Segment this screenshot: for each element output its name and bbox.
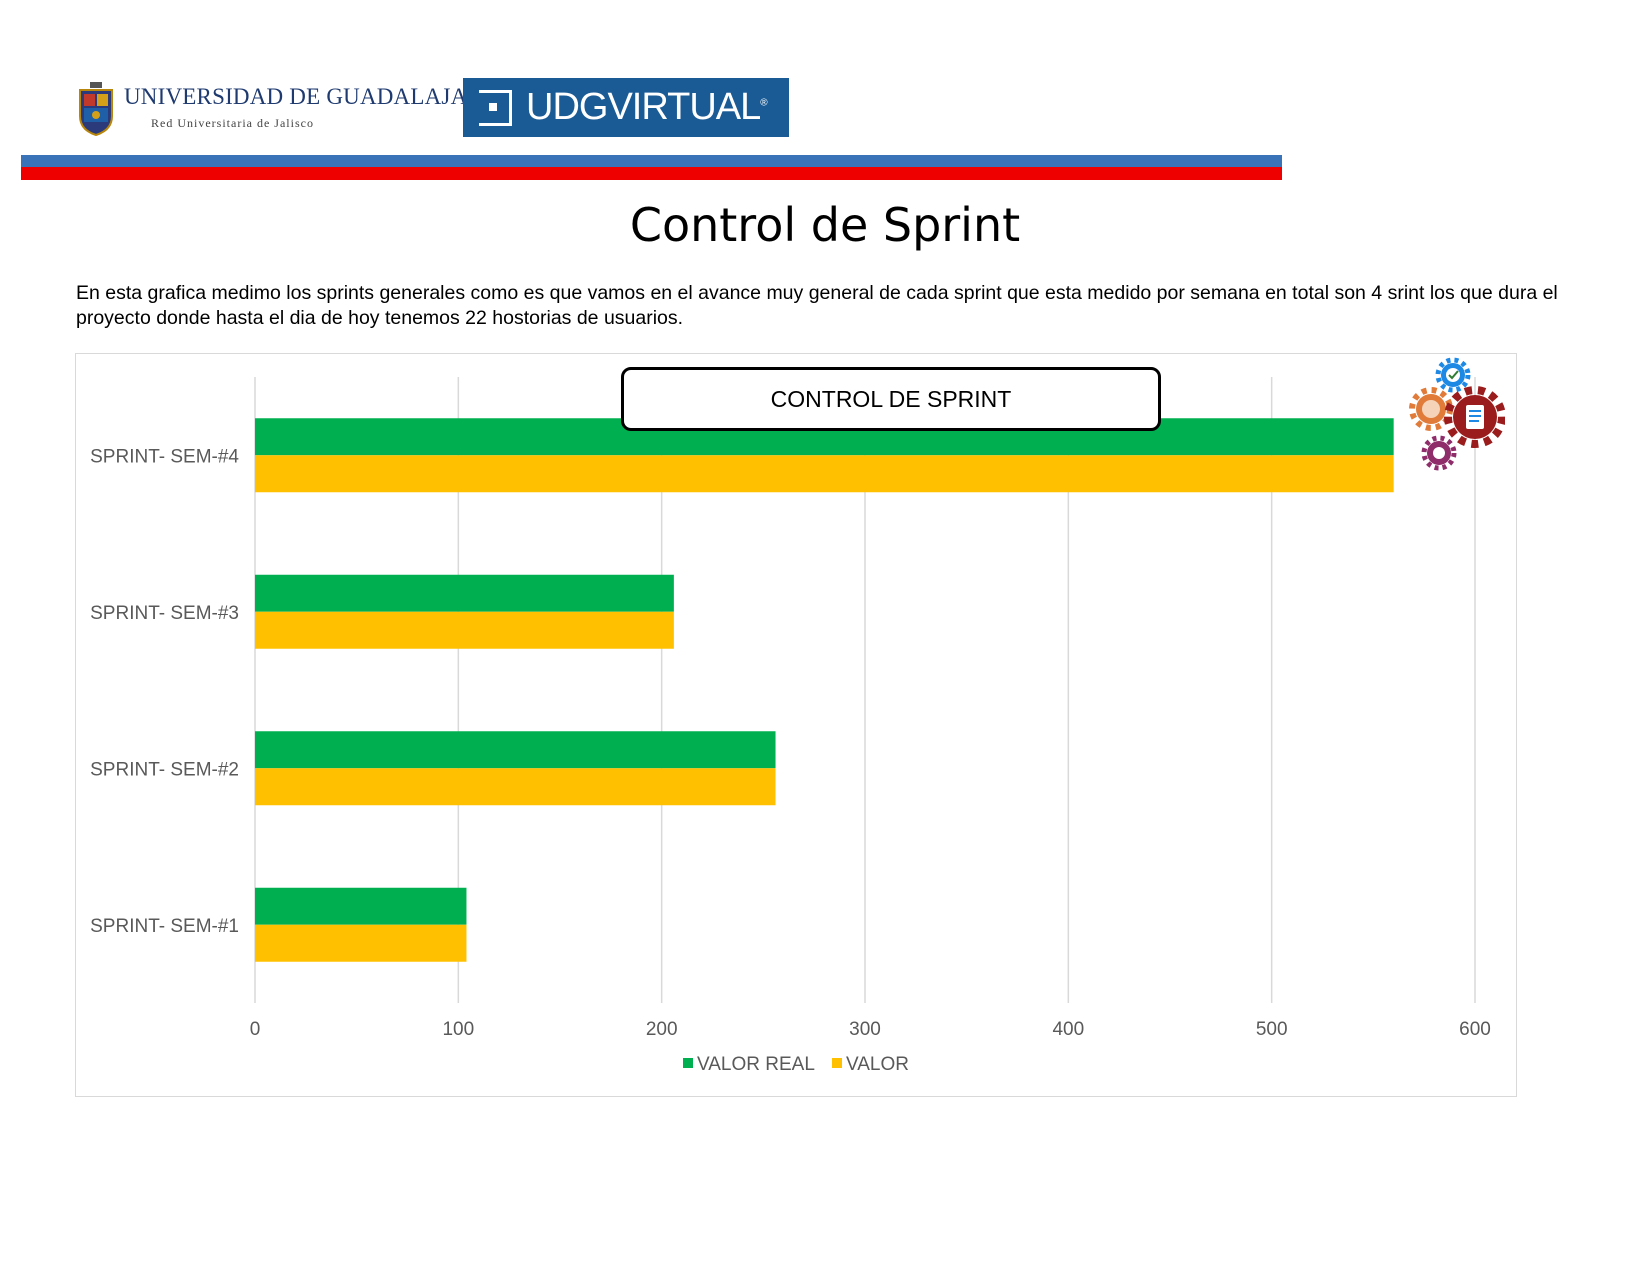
legend-label: VALOR REAL	[697, 1054, 815, 1075]
x-tick-label: 200	[646, 1019, 678, 1040]
gears-icon	[1409, 357, 1505, 471]
gear-purple-icon	[1421, 435, 1457, 471]
udg-subtitle: Red Universitaria de Jalisco	[151, 116, 314, 130]
bar-valor-real	[255, 731, 776, 769]
x-tick-label: 100	[442, 1019, 474, 1040]
udg-seal-icon	[79, 82, 113, 136]
udgvirtual-logo: UDGVIRTUAL®	[463, 78, 789, 137]
x-tick-label: 600	[1459, 1019, 1491, 1040]
intro-paragraph: En esta grafica medimo los sprints gener…	[76, 282, 1558, 329]
header-stripe-red	[21, 167, 1282, 180]
udg-title: UNIVERSIDAD DE GUADALAJARA	[124, 84, 500, 109]
bar-valor-real	[255, 574, 674, 612]
chart-x-tick-labels: 0 100 200 300 400 500 600	[250, 1019, 1491, 1040]
chart-title: CONTROL DE SPRINT	[621, 367, 1161, 431]
chart-bars	[255, 418, 1394, 962]
bar-valor	[255, 768, 776, 806]
x-tick-label: 500	[1256, 1019, 1288, 1040]
category-label: SPRINT- SEM-#1	[90, 916, 239, 937]
chart-category-labels: SPRINT- SEM-#4 SPRINT- SEM-#3 SPRINT- SEM-…	[90, 446, 239, 937]
gear-red-icon	[1444, 386, 1505, 448]
category-label: SPRINT- SEM-#3	[90, 603, 239, 624]
chart-legend: VALOR REAL VALOR	[683, 1054, 909, 1075]
bar-valor	[255, 924, 467, 962]
udgvirtual-label: UDGVIRTUAL®	[526, 86, 768, 128]
page-title: Control de Sprint	[629, 198, 1021, 252]
legend-label: VALOR	[846, 1054, 909, 1075]
x-tick-label: 0	[250, 1019, 261, 1040]
gear-orange-icon	[1409, 387, 1453, 431]
legend-swatch	[832, 1058, 842, 1068]
bar-valor-real	[255, 887, 467, 925]
header-logos: UNIVERSIDAD DE GUADALAJARA Red Universit…	[74, 78, 794, 140]
header-stripe-blue	[21, 155, 1282, 167]
x-tick-label: 300	[849, 1019, 881, 1040]
x-tick-label: 400	[1052, 1019, 1084, 1040]
udg-name: UNIVERSIDAD DE GUADALAJARA	[124, 84, 500, 110]
chart-frame	[75, 353, 1517, 1097]
legend-swatch	[683, 1058, 693, 1068]
bar-valor	[255, 455, 1394, 493]
bar-valor	[255, 611, 674, 649]
gear-blue-icon	[1435, 357, 1471, 393]
category-label: SPRINT- SEM-#2	[90, 759, 239, 780]
category-label: SPRINT- SEM-#4	[90, 446, 239, 467]
udgvirtual-box-icon	[479, 89, 512, 126]
